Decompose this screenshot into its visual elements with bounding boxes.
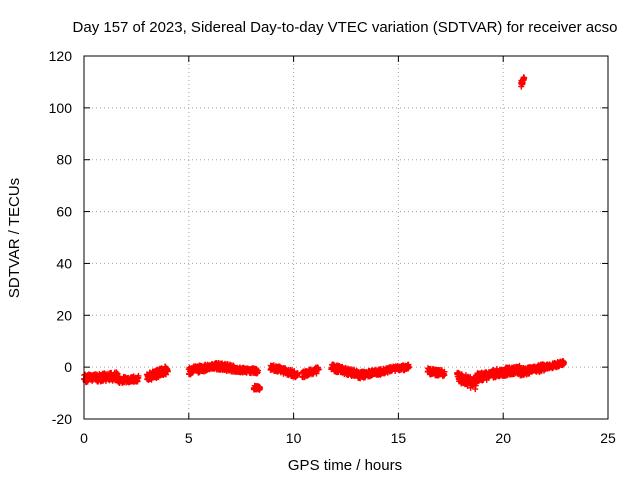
x-tick-label: 5 [185, 430, 193, 446]
y-tick-labels: -20 0 20 40 60 80 100 120 [49, 48, 73, 427]
plot-frame [83, 55, 609, 420]
data-point [560, 359, 567, 366]
data-point [114, 370, 121, 377]
data-point [405, 364, 412, 371]
x-tick-label: 15 [391, 430, 407, 446]
x-tick-label: 10 [286, 430, 302, 446]
data-point [441, 368, 448, 375]
x-tick-labels: 0 5 10 15 20 25 [80, 430, 616, 446]
data-point [135, 372, 142, 379]
data-points [81, 74, 567, 393]
y-tick-label: 20 [56, 307, 72, 323]
y-axis-label: SDTVAR / TECUs [6, 178, 23, 298]
data-point [521, 74, 528, 81]
data-point [294, 370, 301, 377]
x-tick-label: 0 [80, 430, 88, 446]
y-tick-label: 60 [56, 204, 72, 220]
x-axis-label: GPS time / hours [288, 457, 402, 474]
axis-ticks [83, 55, 609, 420]
data-point [164, 368, 171, 375]
data-point [257, 385, 264, 392]
data-point [315, 366, 322, 373]
y-tick-label: 80 [56, 152, 72, 168]
data-point [254, 367, 261, 374]
y-tick-label: 0 [64, 359, 72, 375]
y-tick-label: 100 [49, 100, 73, 116]
data-point [516, 362, 523, 369]
x-tick-label: 20 [495, 430, 511, 446]
chart-title: Day 157 of 2023, Sidereal Day-to-day VTE… [73, 19, 618, 36]
x-tick-label: 25 [600, 430, 616, 446]
y-tick-label: -20 [52, 411, 72, 427]
y-tick-label: 40 [56, 255, 72, 271]
y-tick-label: 120 [49, 48, 73, 64]
